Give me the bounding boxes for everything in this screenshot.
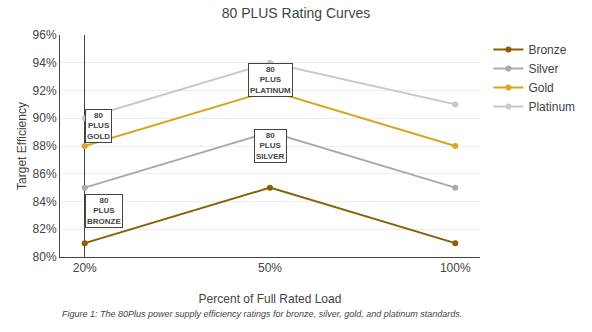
svg-text:80PLUSPLATINUM: 80PLUSPLATINUM xyxy=(250,65,291,95)
svg-text:80PLUSBRONZE: 80PLUSBRONZE xyxy=(87,196,121,226)
svg-text:Figure 1: The 80Plus power sup: Figure 1: The 80Plus power supply effici… xyxy=(62,309,462,319)
svg-text:90%: 90% xyxy=(33,111,57,125)
svg-text:100%: 100% xyxy=(440,261,471,275)
svg-text:Platinum: Platinum xyxy=(528,100,575,114)
svg-text:94%: 94% xyxy=(33,56,57,70)
svg-text:Silver: Silver xyxy=(528,62,558,76)
svg-text:50%: 50% xyxy=(258,261,282,275)
svg-text:Percent of Full Rated Load: Percent of Full Rated Load xyxy=(199,292,342,306)
svg-text:92%: 92% xyxy=(33,84,57,98)
svg-text:84%: 84% xyxy=(33,195,57,209)
svg-text:80PLUSSILVER: 80PLUSSILVER xyxy=(256,131,285,161)
svg-text:80PLUSGOLD: 80PLUSGOLD xyxy=(87,111,110,141)
svg-text:80 PLUS Rating Curves: 80 PLUS Rating Curves xyxy=(222,5,371,21)
svg-text:Bronze: Bronze xyxy=(528,43,566,57)
svg-text:96%: 96% xyxy=(33,28,57,42)
svg-text:Target Efficiency: Target Efficiency xyxy=(15,102,29,190)
svg-text:88%: 88% xyxy=(33,139,57,153)
svg-text:Gold: Gold xyxy=(528,81,553,95)
svg-text:20%: 20% xyxy=(73,261,97,275)
svg-text:80%: 80% xyxy=(33,250,57,264)
svg-text:82%: 82% xyxy=(33,222,57,236)
svg-text:86%: 86% xyxy=(33,167,57,181)
